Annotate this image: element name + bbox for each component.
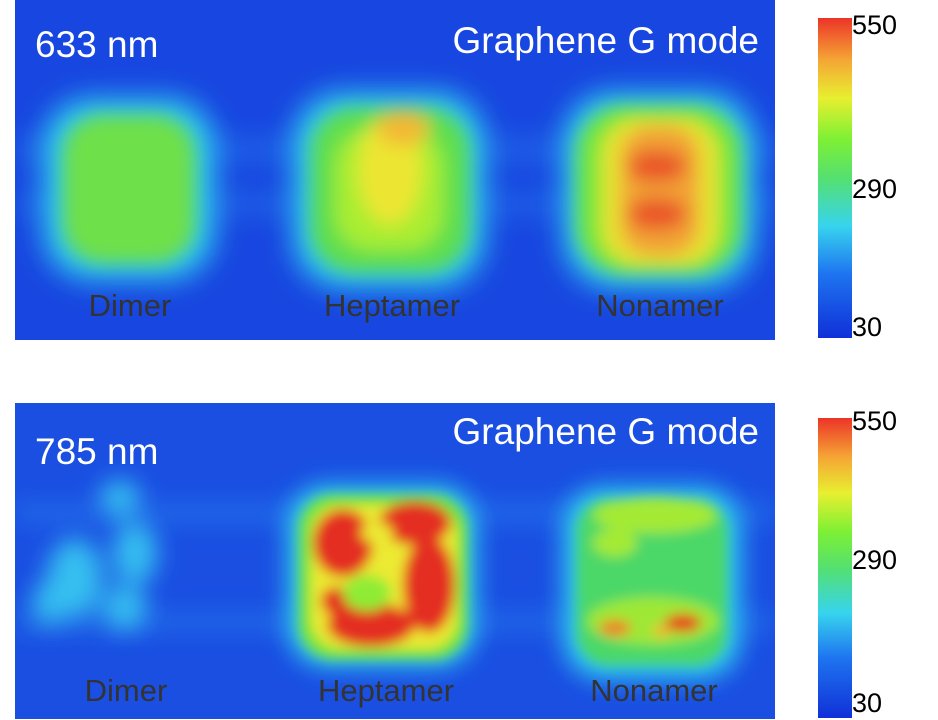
heatmap-785nm [15,403,775,719]
category-label-nonamer: Nonamer [596,288,724,323]
colorbar-tick-mid: 290 [852,545,898,575]
heatmap-panel-633nm: 633 nm Graphene G mode Dimer Heptamer No… [15,0,775,340]
blob-785-dimer [32,480,157,630]
blob-633-nonamer [563,92,755,288]
colorbar-785nm [818,418,852,718]
colorbar-tick-max: 550 [852,406,898,436]
heatmap-panel-785nm: 785 nm Graphene G mode Dimer Heptamer No… [15,403,775,719]
category-label-heptamer: Heptamer [323,288,461,323]
blob-633-dimer [43,98,215,280]
blob-633-heptamer [293,92,485,288]
colorbar-tick-min: 30 [852,688,883,718]
category-label-dimer: Dimer [88,288,172,323]
heatmap-633nm [15,0,775,340]
colorbar-tick-max: 550 [852,10,898,40]
wavelength-label: 633 nm [35,24,159,65]
category-label-heptamer: Heptamer [317,673,455,708]
chart-title: Graphene G mode [452,411,759,452]
chart-title: Graphene G mode [452,20,759,61]
wavelength-label: 785 nm [35,431,159,472]
blob-785-heptamer [287,485,477,667]
colorbar-633nm [818,18,852,338]
blob-785-nonamer [563,487,741,679]
colorbar-tick-min: 30 [852,312,883,342]
category-label-nonamer: Nonamer [590,673,718,708]
category-label-dimer: Dimer [84,673,168,708]
colorbar-tick-mid: 290 [852,174,898,204]
